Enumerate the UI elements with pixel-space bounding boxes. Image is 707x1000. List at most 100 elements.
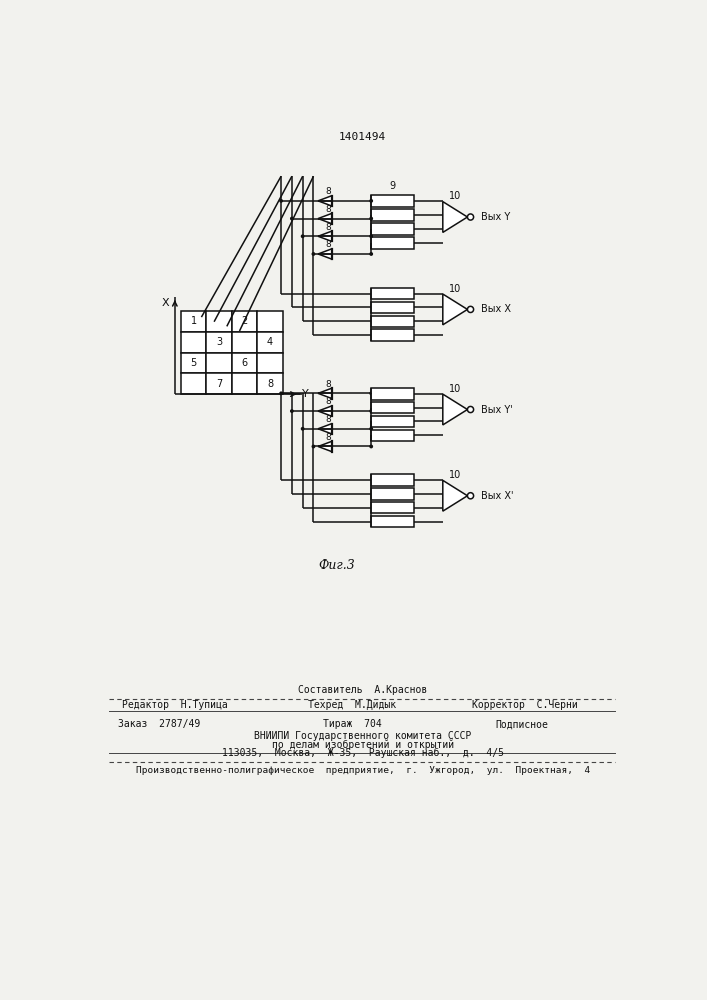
Bar bbox=[371, 430, 414, 441]
Text: Составитель  А.Краснов: Составитель А.Краснов bbox=[298, 685, 427, 695]
Text: Y: Y bbox=[303, 389, 309, 399]
Bar bbox=[371, 237, 414, 249]
Text: 8: 8 bbox=[325, 433, 331, 442]
Text: по делам изобретений и открытий: по делам изобретений и открытий bbox=[271, 739, 454, 750]
Bar bbox=[206, 332, 232, 353]
Bar bbox=[181, 311, 206, 332]
Polygon shape bbox=[318, 388, 332, 399]
Circle shape bbox=[369, 409, 373, 413]
Text: ВНИИПИ Государственного комитета СССР: ВНИИПИ Государственного комитета СССР bbox=[254, 731, 472, 741]
Text: 6: 6 bbox=[242, 358, 247, 368]
Polygon shape bbox=[318, 424, 332, 434]
Text: 1401494: 1401494 bbox=[339, 132, 386, 142]
Circle shape bbox=[369, 445, 373, 448]
Circle shape bbox=[369, 217, 373, 220]
Text: 2: 2 bbox=[241, 316, 247, 326]
Text: 5: 5 bbox=[191, 358, 197, 368]
Circle shape bbox=[369, 391, 373, 395]
Text: 3: 3 bbox=[216, 337, 222, 347]
Polygon shape bbox=[443, 394, 467, 425]
Bar bbox=[371, 302, 414, 313]
Text: Фиг.3: Фиг.3 bbox=[318, 559, 355, 572]
Text: 113035,  Москва,  Ж-35,  Раушская наб.,  д.  4/5: 113035, Москва, Ж-35, Раушская наб., д. … bbox=[222, 748, 503, 758]
Circle shape bbox=[279, 391, 283, 395]
Text: Вых Y: Вых Y bbox=[481, 212, 510, 222]
Bar bbox=[371, 316, 414, 327]
Polygon shape bbox=[318, 231, 332, 241]
Circle shape bbox=[369, 234, 373, 238]
Text: Вых X': Вых X' bbox=[481, 491, 514, 501]
Circle shape bbox=[467, 214, 474, 220]
Text: Подписное: Подписное bbox=[495, 719, 548, 729]
Bar bbox=[371, 329, 414, 341]
Bar bbox=[371, 195, 414, 207]
Bar bbox=[257, 373, 283, 394]
Polygon shape bbox=[443, 202, 467, 232]
Text: X: X bbox=[162, 298, 170, 308]
Text: Производственно-полиграфическое  предприятие,  г.  Ужгород,  ул.  Проектная,  4: Производственно-полиграфическое предприя… bbox=[136, 766, 590, 775]
Bar bbox=[257, 311, 283, 332]
Circle shape bbox=[300, 234, 305, 238]
Polygon shape bbox=[318, 441, 332, 452]
Text: 8: 8 bbox=[267, 379, 273, 389]
Text: 4: 4 bbox=[267, 337, 273, 347]
Text: Корректор  С.Черни: Корректор С.Черни bbox=[472, 700, 578, 710]
Text: 8: 8 bbox=[325, 223, 331, 232]
Polygon shape bbox=[318, 196, 332, 206]
Text: 8: 8 bbox=[325, 397, 331, 406]
Text: Заказ  2787/49: Заказ 2787/49 bbox=[118, 719, 201, 729]
Bar bbox=[181, 353, 206, 373]
Circle shape bbox=[467, 306, 474, 312]
Text: 8: 8 bbox=[325, 415, 331, 424]
Bar bbox=[232, 311, 257, 332]
Circle shape bbox=[312, 445, 315, 448]
Bar bbox=[371, 209, 414, 221]
Bar bbox=[371, 416, 414, 427]
Circle shape bbox=[290, 409, 294, 413]
Bar bbox=[371, 474, 414, 486]
Circle shape bbox=[312, 252, 315, 256]
Polygon shape bbox=[443, 294, 467, 325]
Bar bbox=[181, 332, 206, 353]
Text: 9: 9 bbox=[390, 181, 395, 191]
Text: 1: 1 bbox=[191, 316, 197, 326]
Bar bbox=[371, 516, 414, 527]
Bar bbox=[181, 373, 206, 394]
Bar bbox=[371, 402, 414, 413]
Bar bbox=[257, 332, 283, 353]
Bar bbox=[232, 353, 257, 373]
Text: 8: 8 bbox=[325, 205, 331, 214]
Bar bbox=[206, 353, 232, 373]
Circle shape bbox=[279, 199, 283, 203]
Bar bbox=[206, 311, 232, 332]
Bar bbox=[257, 353, 283, 373]
Text: Вых X: Вых X bbox=[481, 304, 511, 314]
Circle shape bbox=[467, 406, 474, 413]
Circle shape bbox=[369, 252, 373, 256]
Bar bbox=[371, 488, 414, 500]
Text: 10: 10 bbox=[449, 470, 461, 480]
Text: Техред  М.Дидык: Техред М.Дидык bbox=[308, 700, 396, 710]
Polygon shape bbox=[318, 213, 332, 224]
Text: 8: 8 bbox=[325, 240, 331, 249]
Text: 10: 10 bbox=[449, 191, 461, 201]
Bar bbox=[371, 223, 414, 235]
Bar bbox=[371, 388, 414, 400]
Bar bbox=[371, 288, 414, 299]
Polygon shape bbox=[318, 406, 332, 416]
Polygon shape bbox=[443, 480, 467, 511]
Circle shape bbox=[290, 217, 294, 220]
Text: 8: 8 bbox=[325, 380, 331, 389]
Text: 10: 10 bbox=[449, 284, 461, 294]
Text: Тираж  704: Тираж 704 bbox=[322, 719, 381, 729]
Circle shape bbox=[300, 427, 305, 431]
Polygon shape bbox=[318, 249, 332, 259]
Text: 7: 7 bbox=[216, 379, 222, 389]
Text: 8: 8 bbox=[325, 187, 331, 196]
Text: 10: 10 bbox=[449, 384, 461, 394]
Bar bbox=[232, 373, 257, 394]
Bar bbox=[232, 332, 257, 353]
Circle shape bbox=[369, 199, 373, 203]
Bar bbox=[206, 373, 232, 394]
Bar bbox=[371, 502, 414, 513]
